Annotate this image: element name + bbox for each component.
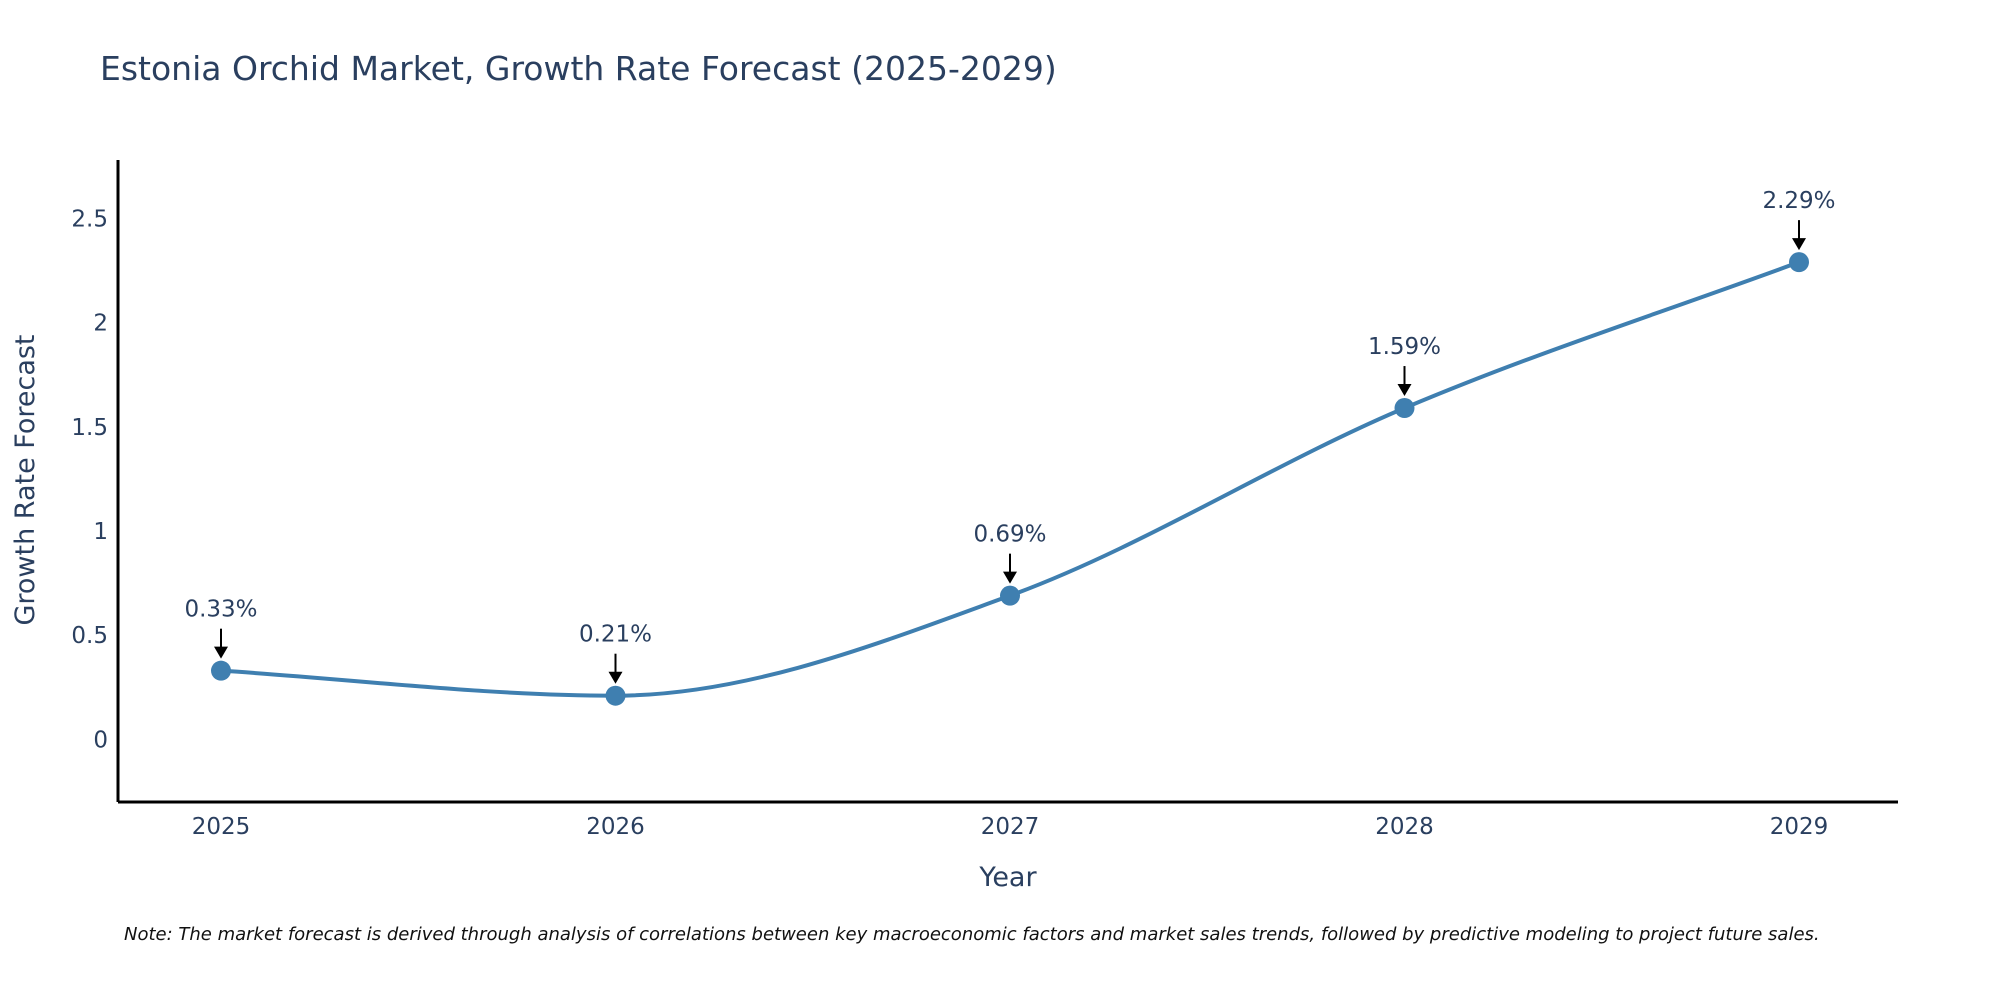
- y-tick-label: 0: [93, 727, 108, 753]
- x-tick-label: 2029: [1770, 814, 1829, 840]
- x-axis-title: Year: [978, 862, 1037, 893]
- y-tick-labels: 0 0.5 1 1.5 2 2.5: [71, 206, 108, 753]
- data-label: 1.59%: [1368, 334, 1441, 360]
- y-tick-label: 0.5: [71, 623, 108, 649]
- annotation-arrow-head: [1792, 238, 1806, 251]
- x-tick-label: 2025: [192, 814, 251, 840]
- data-point-marker: [1000, 585, 1020, 606]
- forecast-note: Note: The market forecast is derived thr…: [124, 924, 1820, 945]
- x-tick-labels: 2025 2026 2027 2028 2029: [192, 814, 1829, 840]
- data-label: 2.29%: [1762, 188, 1835, 214]
- x-tick-label: 2027: [981, 814, 1040, 840]
- data-markers: [211, 252, 1809, 706]
- data-point-marker: [1394, 398, 1415, 419]
- y-tick-label: 2.5: [71, 206, 108, 232]
- data-annotations: 0.33% 0.21% 0.69% 1.59% 2.29%: [184, 188, 1836, 684]
- y-axis-title: Growth Rate Forecast: [10, 334, 41, 625]
- annotation-arrow-head: [608, 671, 623, 684]
- data-point-marker: [605, 685, 626, 706]
- data-label: 0.33%: [184, 597, 257, 623]
- y-tick-label: 2: [93, 311, 108, 337]
- y-tick-label: 1.5: [71, 415, 108, 441]
- annotation-arrow-head: [1003, 571, 1017, 584]
- x-tick-label: 2028: [1375, 814, 1434, 840]
- data-point-marker: [1789, 252, 1809, 273]
- data-label: 0.21%: [579, 622, 652, 648]
- y-tick-label: 1: [93, 519, 108, 545]
- data-label: 0.69%: [973, 522, 1046, 548]
- x-tick-label: 2026: [586, 814, 645, 840]
- annotation-arrow-head: [214, 646, 228, 659]
- data-point-marker: [211, 660, 231, 681]
- annotation-arrow-head: [1397, 384, 1412, 397]
- chart-title: Estonia Orchid Market, Growth Rate Forec…: [100, 49, 1057, 88]
- growth-rate-line: [220, 260, 1800, 698]
